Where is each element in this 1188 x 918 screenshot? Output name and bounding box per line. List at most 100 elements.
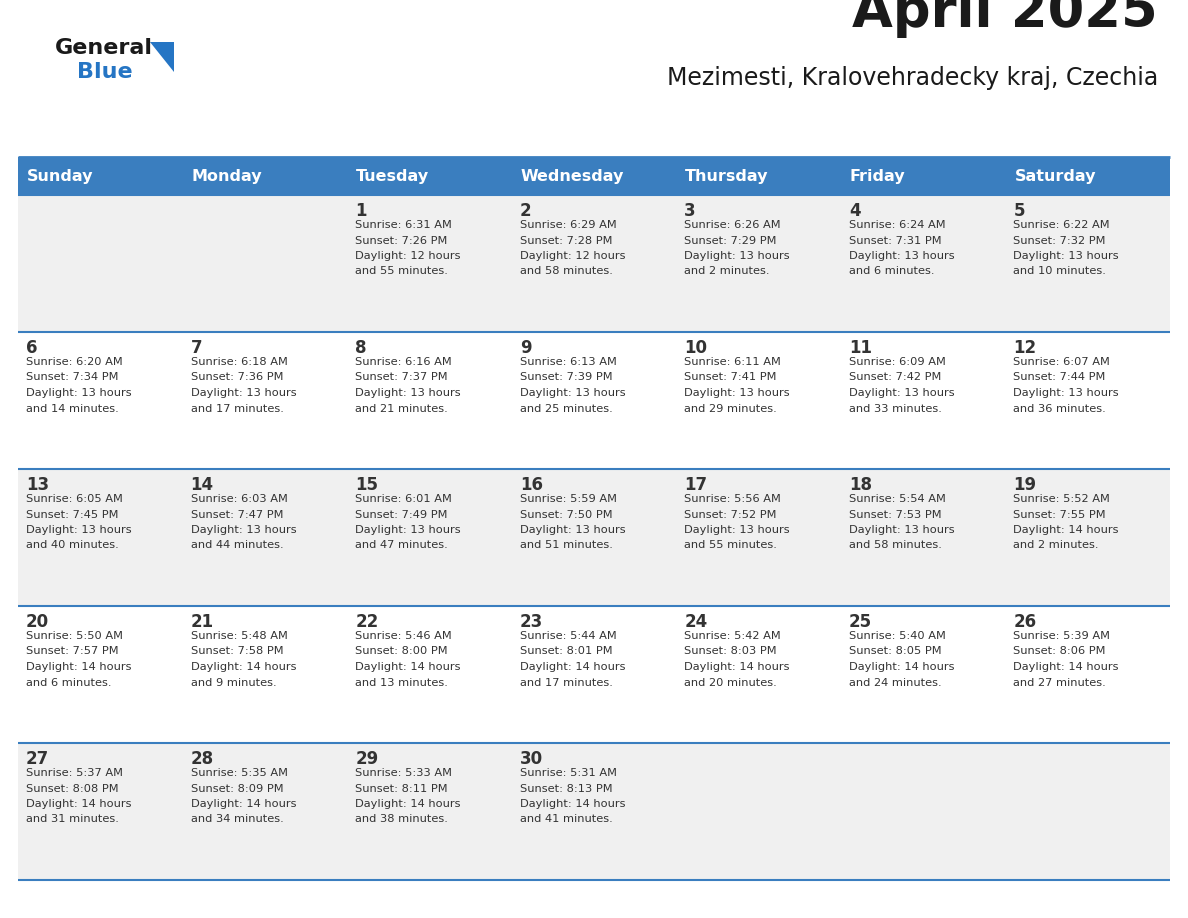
Text: Sunrise: 6:20 AM: Sunrise: 6:20 AM (26, 357, 122, 367)
Text: Sunrise: 6:07 AM: Sunrise: 6:07 AM (1013, 357, 1111, 367)
Text: and 58 minutes.: and 58 minutes. (519, 266, 613, 276)
Text: and 38 minutes.: and 38 minutes. (355, 814, 448, 824)
Text: Sunrise: 6:26 AM: Sunrise: 6:26 AM (684, 220, 781, 230)
Text: Sunset: 8:03 PM: Sunset: 8:03 PM (684, 646, 777, 656)
Text: Sunrise: 6:29 AM: Sunrise: 6:29 AM (519, 220, 617, 230)
Text: 2: 2 (519, 202, 531, 220)
Text: Sunset: 7:39 PM: Sunset: 7:39 PM (519, 373, 612, 383)
Text: Daylight: 14 hours: Daylight: 14 hours (1013, 662, 1119, 672)
Text: Sunrise: 5:46 AM: Sunrise: 5:46 AM (355, 631, 451, 641)
Bar (18, 332, 1170, 469)
Text: Sunrise: 5:54 AM: Sunrise: 5:54 AM (849, 494, 946, 504)
Text: Daylight: 13 hours: Daylight: 13 hours (684, 251, 790, 261)
Text: Sunset: 7:31 PM: Sunset: 7:31 PM (849, 236, 941, 245)
Bar (512, 157, 676, 195)
Text: Daylight: 14 hours: Daylight: 14 hours (684, 662, 790, 672)
Text: 28: 28 (190, 750, 214, 768)
Text: Sunrise: 5:33 AM: Sunrise: 5:33 AM (355, 768, 453, 778)
Text: Daylight: 13 hours: Daylight: 13 hours (849, 388, 954, 398)
Text: Sunset: 8:13 PM: Sunset: 8:13 PM (519, 783, 612, 793)
Text: Sunrise: 6:09 AM: Sunrise: 6:09 AM (849, 357, 946, 367)
Text: Daylight: 13 hours: Daylight: 13 hours (684, 525, 790, 535)
Text: 23: 23 (519, 613, 543, 631)
Text: and 55 minutes.: and 55 minutes. (355, 266, 448, 276)
Text: and 10 minutes.: and 10 minutes. (1013, 266, 1106, 276)
Text: 26: 26 (1013, 613, 1037, 631)
Text: and 29 minutes.: and 29 minutes. (684, 404, 777, 413)
Text: April 2025: April 2025 (852, 0, 1158, 38)
Text: and 44 minutes.: and 44 minutes. (190, 541, 283, 551)
Text: Sunrise: 6:18 AM: Sunrise: 6:18 AM (190, 357, 287, 367)
Text: General: General (55, 38, 153, 58)
Text: Sunrise: 6:24 AM: Sunrise: 6:24 AM (849, 220, 946, 230)
Text: 21: 21 (190, 613, 214, 631)
Text: 11: 11 (849, 339, 872, 357)
Text: Daylight: 13 hours: Daylight: 13 hours (519, 388, 625, 398)
Text: and 21 minutes.: and 21 minutes. (355, 404, 448, 413)
Text: Daylight: 13 hours: Daylight: 13 hours (26, 525, 132, 535)
Text: and 17 minutes.: and 17 minutes. (190, 404, 284, 413)
Bar (676, 157, 841, 195)
Text: Daylight: 14 hours: Daylight: 14 hours (519, 662, 625, 672)
Text: Monday: Monday (191, 169, 263, 184)
Text: Daylight: 14 hours: Daylight: 14 hours (355, 662, 461, 672)
Text: 10: 10 (684, 339, 707, 357)
Text: Daylight: 13 hours: Daylight: 13 hours (355, 525, 461, 535)
Text: Daylight: 13 hours: Daylight: 13 hours (684, 388, 790, 398)
Text: Sunrise: 5:50 AM: Sunrise: 5:50 AM (26, 631, 124, 641)
Text: Sunset: 8:06 PM: Sunset: 8:06 PM (1013, 646, 1106, 656)
Text: Sunrise: 5:37 AM: Sunrise: 5:37 AM (26, 768, 124, 778)
Polygon shape (150, 42, 173, 72)
Text: Daylight: 13 hours: Daylight: 13 hours (1013, 251, 1119, 261)
Text: 15: 15 (355, 476, 378, 494)
Text: Daylight: 13 hours: Daylight: 13 hours (1013, 388, 1119, 398)
Text: Sunset: 7:42 PM: Sunset: 7:42 PM (849, 373, 941, 383)
Text: Daylight: 13 hours: Daylight: 13 hours (190, 525, 296, 535)
Text: 13: 13 (26, 476, 49, 494)
Text: and 24 minutes.: and 24 minutes. (849, 677, 941, 688)
Text: 12: 12 (1013, 339, 1037, 357)
Text: and 25 minutes.: and 25 minutes. (519, 404, 613, 413)
Text: Daylight: 14 hours: Daylight: 14 hours (355, 799, 461, 809)
Text: Sunrise: 6:03 AM: Sunrise: 6:03 AM (190, 494, 287, 504)
Text: Sunset: 7:45 PM: Sunset: 7:45 PM (26, 509, 119, 520)
Text: Sunset: 8:08 PM: Sunset: 8:08 PM (26, 783, 119, 793)
Text: 6: 6 (26, 339, 38, 357)
Text: Sunset: 7:52 PM: Sunset: 7:52 PM (684, 509, 777, 520)
Bar (18, 195, 1170, 332)
Text: Daylight: 14 hours: Daylight: 14 hours (519, 799, 625, 809)
Text: Sunset: 7:37 PM: Sunset: 7:37 PM (355, 373, 448, 383)
Text: Sunset: 7:26 PM: Sunset: 7:26 PM (355, 236, 448, 245)
Text: and 47 minutes.: and 47 minutes. (355, 541, 448, 551)
Text: and 34 minutes.: and 34 minutes. (190, 814, 283, 824)
Text: Daylight: 13 hours: Daylight: 13 hours (849, 525, 954, 535)
Text: Daylight: 14 hours: Daylight: 14 hours (1013, 525, 1119, 535)
Text: and 14 minutes.: and 14 minutes. (26, 404, 119, 413)
Text: 4: 4 (849, 202, 860, 220)
Text: and 2 minutes.: and 2 minutes. (684, 266, 770, 276)
Text: and 17 minutes.: and 17 minutes. (519, 677, 613, 688)
Bar (18, 743, 1170, 880)
Text: and 13 minutes.: and 13 minutes. (355, 677, 448, 688)
Text: Sunrise: 5:44 AM: Sunrise: 5:44 AM (519, 631, 617, 641)
Text: 8: 8 (355, 339, 367, 357)
Bar (18, 469, 1170, 606)
Text: Sunset: 8:01 PM: Sunset: 8:01 PM (519, 646, 612, 656)
Text: and 33 minutes.: and 33 minutes. (849, 404, 942, 413)
Text: Daylight: 14 hours: Daylight: 14 hours (26, 799, 132, 809)
Text: Sunset: 7:36 PM: Sunset: 7:36 PM (190, 373, 283, 383)
Text: and 36 minutes.: and 36 minutes. (1013, 404, 1106, 413)
Text: Sunrise: 5:48 AM: Sunrise: 5:48 AM (190, 631, 287, 641)
Text: 5: 5 (1013, 202, 1025, 220)
Text: Daylight: 13 hours: Daylight: 13 hours (849, 251, 954, 261)
Text: 27: 27 (26, 750, 49, 768)
Text: Daylight: 13 hours: Daylight: 13 hours (355, 388, 461, 398)
Text: Blue: Blue (77, 62, 133, 82)
Text: Tuesday: Tuesday (356, 169, 429, 184)
Text: 25: 25 (849, 613, 872, 631)
Bar (18, 157, 183, 195)
Text: Sunrise: 5:59 AM: Sunrise: 5:59 AM (519, 494, 617, 504)
Text: and 20 minutes.: and 20 minutes. (684, 677, 777, 688)
Text: 22: 22 (355, 613, 379, 631)
Text: and 41 minutes.: and 41 minutes. (519, 814, 613, 824)
